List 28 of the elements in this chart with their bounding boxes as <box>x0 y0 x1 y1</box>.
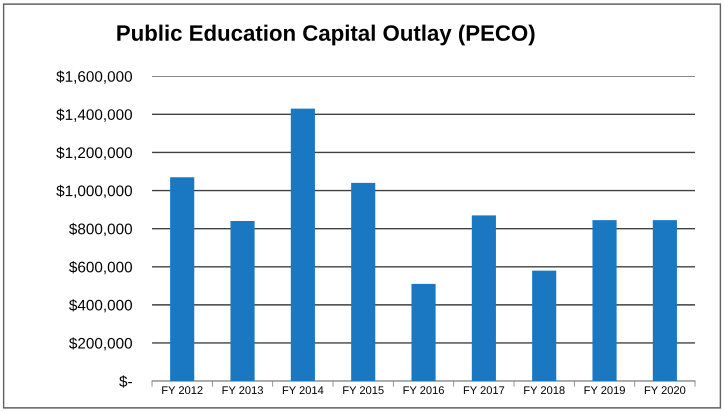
x-tick-label: FY 2015 <box>343 386 384 394</box>
y-tick-label: $1,200,000 <box>56 146 132 160</box>
y-tick-label: $800,000 <box>69 222 132 236</box>
y-tick-label: $- <box>119 375 132 388</box>
bar <box>351 182 376 382</box>
x-tick-label: FY 2019 <box>584 386 625 394</box>
x-tick-label: FY 2020 <box>644 386 686 394</box>
bar <box>472 215 496 382</box>
y-tick-label: $1,600,000 <box>56 70 132 84</box>
bar <box>290 108 315 382</box>
x-tick-label: FY 2014 <box>282 386 324 394</box>
x-tick-label: FY 2013 <box>222 386 263 394</box>
bar <box>592 220 617 382</box>
y-tick-label: $400,000 <box>69 299 132 312</box>
x-tick-label: FY 2018 <box>524 386 565 394</box>
y-tick-label: $1,400,000 <box>56 108 132 122</box>
bar <box>170 177 194 382</box>
y-tick-label: $200,000 <box>69 337 132 350</box>
y-tick-label: $1,000,000 <box>56 184 132 198</box>
bar <box>230 221 255 382</box>
x-tick-label: FY 2016 <box>404 386 444 394</box>
chart-title: Public Education Capital Outlay (PECO) <box>117 24 535 46</box>
x-tick-label: FY 2017 <box>464 386 504 394</box>
y-tick-label: $600,000 <box>69 260 132 274</box>
bar <box>532 270 556 382</box>
bar <box>652 220 677 382</box>
bar <box>411 284 436 382</box>
x-tick-label: FY 2012 <box>162 386 203 394</box>
